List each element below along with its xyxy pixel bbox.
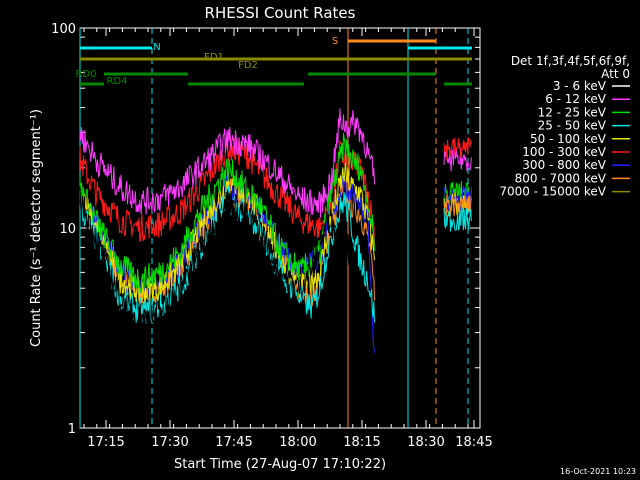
x-tick-label: 18:15 <box>343 435 380 450</box>
flag-bar <box>408 46 472 50</box>
legend-label: 12 - 25 keV <box>538 105 607 119</box>
flag-bar <box>444 82 472 86</box>
flag-label: RD0 <box>75 69 96 80</box>
y-tick-labels: 1 10 100 <box>51 22 76 437</box>
x-tick-label: 18:00 <box>279 435 316 450</box>
axis-ticks <box>80 27 480 429</box>
legend-label: 6 - 12 keV <box>545 92 607 106</box>
x-tick-label: 17:15 <box>87 435 124 450</box>
x-tick-label: 18:30 <box>407 435 444 450</box>
legend-label: 50 - 100 keV <box>530 132 607 146</box>
legend-title: Det 1f,3f,4f,5f,6f,9f, <box>511 54 630 68</box>
flag-label: FD2 <box>238 60 258 71</box>
post-gap-series-line <box>443 137 472 161</box>
flag-bar <box>188 82 304 86</box>
flag-bar <box>80 57 236 61</box>
legend-label: 300 - 800 keV <box>522 158 606 172</box>
legend-label: 3 - 6 keV <box>553 79 607 93</box>
legend-label: 25 - 50 keV <box>538 119 607 133</box>
flag-label: S <box>332 36 338 47</box>
legend-label: 7000 - 15000 keV <box>499 185 606 199</box>
series-line <box>79 161 375 305</box>
flag-bar <box>308 72 436 76</box>
flag-bar <box>104 72 188 76</box>
chart-title: RHESSI Count Rates <box>205 4 356 22</box>
flag-bar <box>80 46 152 50</box>
x-tick-label: 18:45 <box>455 435 492 450</box>
x-tick-label: 17:30 <box>151 435 188 450</box>
y-tick-label: 1 <box>68 422 76 437</box>
legend-label: 100 - 300 keV <box>522 145 606 159</box>
y-tick-label: 100 <box>51 22 76 37</box>
post-gap-series-line <box>443 147 472 172</box>
flag-bar <box>236 57 472 61</box>
x-axis-label: Start Time (27-Aug-07 17:10:22) <box>174 457 386 472</box>
x-tick-label: 17:45 <box>215 435 252 450</box>
series-line <box>79 108 375 218</box>
flag-bar <box>348 39 436 43</box>
flag-bar <box>80 82 104 86</box>
legend: Det 1f,3f,4f,5f,6f,9f, Att 0 3 - 6 keV6 … <box>499 54 630 199</box>
flag-bars: N S FD1 FD2 RD0 RD4 <box>75 36 472 87</box>
flag-label: FD1 <box>204 52 224 63</box>
x-tick-labels: 17:15 17:30 17:45 18:00 18:15 18:30 18:45 <box>87 435 492 450</box>
flag-label: RD4 <box>106 76 127 87</box>
y-tick-label: 10 <box>59 222 76 237</box>
series-layer <box>79 108 472 386</box>
series-line <box>79 186 375 386</box>
legend-label: 800 - 7000 keV <box>515 171 607 185</box>
flag-label: N <box>153 42 160 53</box>
plot-frame <box>79 27 481 429</box>
post-gap-series-line <box>443 207 472 232</box>
post-gap-series-line <box>443 185 472 211</box>
footer-date: 16-Oct-2021 10:23 <box>560 467 636 476</box>
y-axis-label: Count Rate (s⁻¹ detector segment⁻¹) <box>29 109 44 347</box>
legend-subtitle: Att 0 <box>601 67 630 81</box>
series-line <box>79 133 375 293</box>
